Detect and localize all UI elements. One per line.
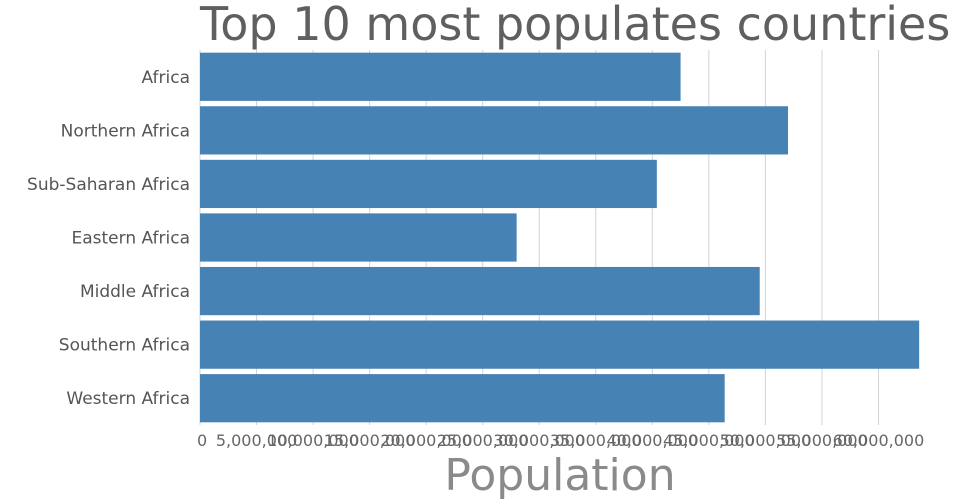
x-tick-label: 0 bbox=[197, 431, 207, 450]
x-tick-label: 55,000,000 bbox=[776, 431, 868, 450]
x-axis-title: Population bbox=[444, 450, 675, 500]
bar bbox=[200, 213, 517, 262]
bar bbox=[200, 320, 920, 369]
category-label: Eastern Africa bbox=[72, 229, 191, 249]
bar bbox=[200, 159, 657, 209]
bar bbox=[200, 374, 725, 423]
x-tick-label: 50,000,000 bbox=[720, 431, 812, 450]
x-tick-labels: 0 5,000,00010,000,00015,000,00020,000,000… bbox=[197, 431, 924, 450]
x-tick-label: 5,000,000 bbox=[216, 431, 297, 450]
category-label: Western Africa bbox=[66, 389, 190, 409]
bar bbox=[200, 266, 760, 316]
x-tick-label: 60,000,000 bbox=[833, 431, 925, 450]
bar bbox=[200, 106, 788, 155]
category-label: Sub-Saharan Africa bbox=[27, 175, 190, 195]
x-tick-label: 25,000,000 bbox=[437, 431, 529, 450]
x-tick-label: 45,000,000 bbox=[663, 431, 755, 450]
category-label: Northern Africa bbox=[61, 121, 190, 141]
x-tick-label: 30,000,000 bbox=[493, 431, 585, 450]
x-tick-label: 40,000,000 bbox=[607, 431, 699, 450]
x-tick-label: 35,000,000 bbox=[550, 431, 642, 450]
category-label: Africa bbox=[142, 68, 191, 88]
chart-title: Top 10 most populates countries bbox=[199, 0, 950, 51]
x-tick-label: 15,000,000 bbox=[324, 431, 416, 450]
category-label: Middle Africa bbox=[80, 282, 190, 302]
category-labels: Africa Northern Africa Sub-Saharan Africa E… bbox=[27, 68, 190, 409]
category-label: Southern Africa bbox=[59, 336, 190, 356]
bar bbox=[200, 52, 681, 101]
x-tick-label: 20,000,000 bbox=[380, 431, 472, 450]
bars bbox=[200, 52, 920, 423]
x-tick-label: 10,000,000 bbox=[267, 431, 359, 450]
